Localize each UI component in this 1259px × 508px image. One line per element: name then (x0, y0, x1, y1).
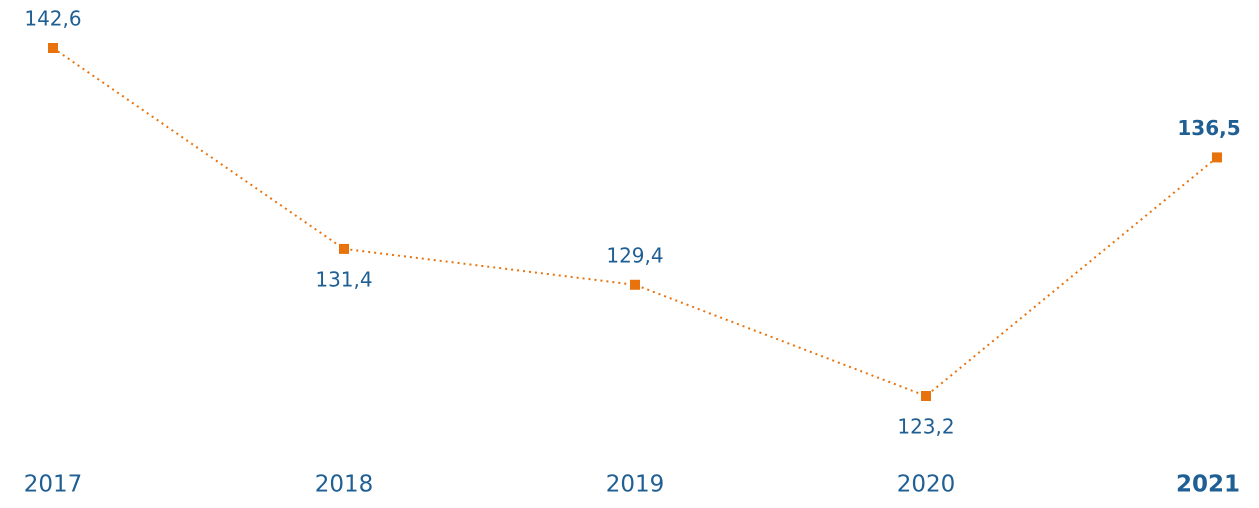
x-tick-label: 2017 (24, 472, 83, 498)
value-label: 123,2 (897, 415, 954, 439)
value-label: 129,4 (606, 243, 663, 267)
x-tick-label: 2020 (897, 472, 956, 498)
marker (48, 43, 58, 53)
marker (1212, 152, 1222, 163)
marker (630, 279, 640, 290)
value-label: 142,6 (24, 7, 81, 31)
marker (339, 243, 349, 254)
value-label: 131,4 (315, 267, 372, 291)
x-tick-label: 2018 (315, 472, 374, 498)
data-line (52, 47, 1218, 398)
x-tick-label: 2019 (606, 472, 665, 498)
x-tick-label: 2021 (1176, 472, 1240, 498)
marker (921, 391, 931, 401)
value-label: 136,5 (1177, 116, 1240, 140)
